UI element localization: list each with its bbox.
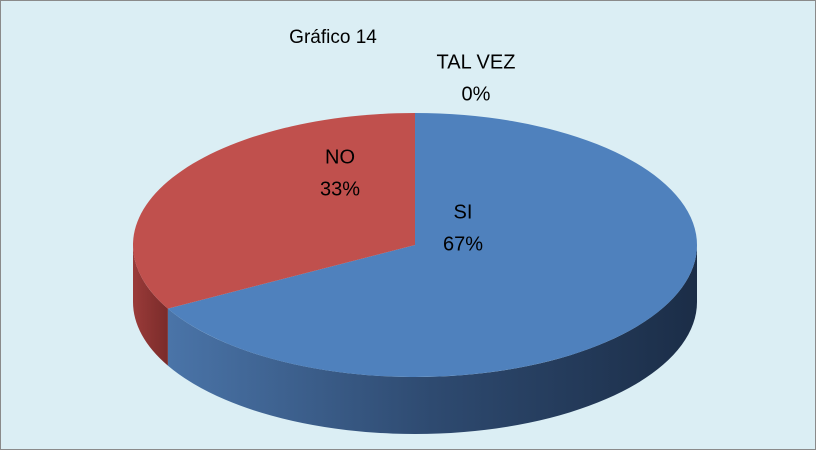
slice-category-label: SI (454, 201, 473, 223)
slice-category-label: TAL VEZ (437, 51, 516, 73)
slice-value-label: 67% (443, 233, 483, 255)
slice-value-label: 0% (462, 83, 491, 105)
slice-category-label: NO (325, 146, 355, 168)
pie-slice (132, 112, 416, 309)
pie-slice-side (167, 245, 697, 434)
pie-slice (167, 113, 697, 377)
slice-value-label: 33% (320, 178, 360, 200)
chart-title: Gráfico 14 (289, 27, 377, 48)
pie-slice-side (133, 245, 168, 366)
